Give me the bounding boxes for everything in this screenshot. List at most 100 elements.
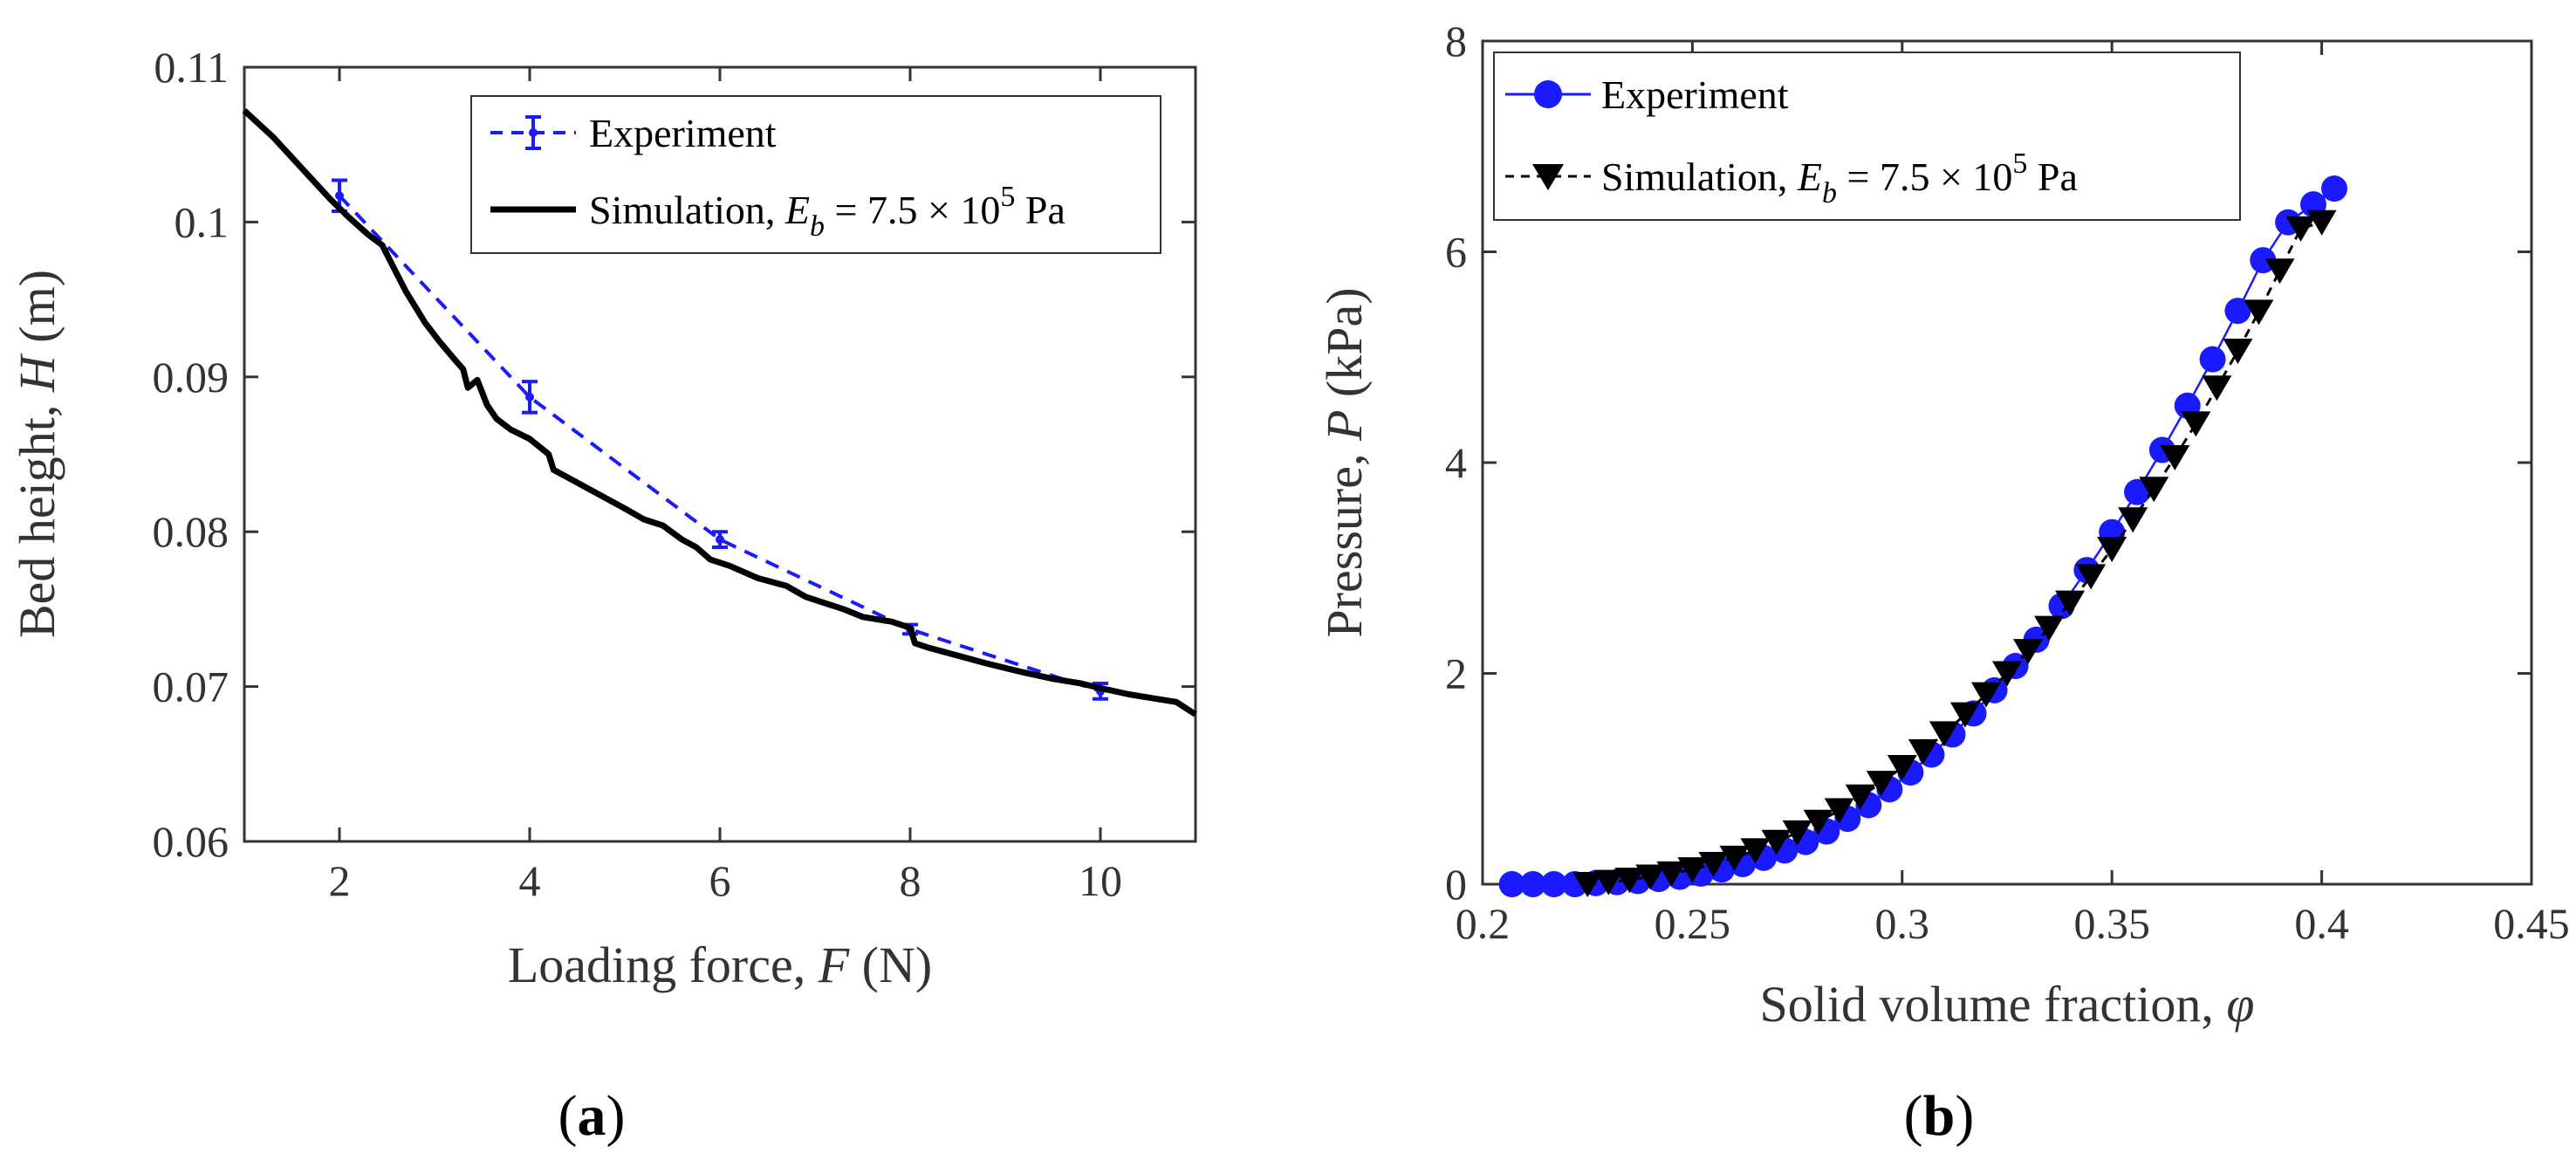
data-point-simulation xyxy=(2139,477,2169,503)
data-point-simulation xyxy=(2181,411,2211,437)
x-axis-label-prefix: Solid volume fraction, xyxy=(1760,976,2227,1033)
legend-a-sim-sub: b xyxy=(810,210,825,243)
data-point-simulation xyxy=(2118,507,2148,533)
data-point-simulation xyxy=(1761,829,1792,855)
tick-marks-a xyxy=(244,65,1196,843)
series-a xyxy=(242,108,1197,717)
x-axis-label-a: Loading force, F (N) xyxy=(508,937,932,993)
y-axis-label-suffix: (m) xyxy=(9,270,65,355)
data-point-experiment xyxy=(716,535,724,545)
legend-b-sim-prefix: Simulation, xyxy=(1601,154,1798,199)
x-axis-label-var: φ xyxy=(2226,976,2254,1033)
data-point-simulation xyxy=(2244,299,2274,326)
series-line-simulation xyxy=(242,108,1197,717)
panel-label-a: (a) xyxy=(558,1084,626,1148)
data-point-simulation xyxy=(2076,564,2107,590)
legend-a-sim-mid: = 7.5 × 10 xyxy=(825,188,1000,232)
x-tick-label: 6 xyxy=(709,856,731,905)
x-tick-labels-a: 2 4 6 8 10 xyxy=(329,856,1123,905)
y-tick-label: 0.08 xyxy=(153,507,230,556)
y-axis-label-var: P xyxy=(1316,410,1373,442)
series-b xyxy=(1498,175,2348,897)
data-point-simulation xyxy=(1677,857,1708,883)
legend-b-simulation-label: Simulation, Eb = 7.5 × 105 Pa xyxy=(1601,148,2078,209)
data-point-simulation xyxy=(1970,682,2001,708)
series-line-simulation xyxy=(1587,221,2323,886)
data-point-experiment xyxy=(335,191,344,201)
y-axis-label-prefix: Bed height, xyxy=(9,392,65,638)
x-tick-labels-b: 0.2 0.25 0.3 0.35 0.4 0.45 xyxy=(1456,899,2570,948)
data-point-simulation xyxy=(1845,784,1875,810)
series-line-experiment xyxy=(338,194,1101,693)
legend-box-b xyxy=(1493,51,2241,221)
y-tick-label: 2 xyxy=(1445,649,1467,698)
legend-b-simulation-swatch xyxy=(1505,164,1591,190)
data-point-experiment xyxy=(2224,298,2251,325)
y-tick-labels-a: 0.06 0.07 0.08 0.09 0.1 0.11 xyxy=(153,43,230,866)
data-point-simulation xyxy=(2223,339,2253,365)
data-point-simulation xyxy=(1593,869,1624,896)
data-point-simulation xyxy=(1698,852,1729,878)
data-point-experiment xyxy=(1498,871,1525,897)
series-line-experiment xyxy=(1511,188,2335,886)
data-point-simulation xyxy=(1992,661,2022,687)
x-tick-label: 8 xyxy=(900,856,921,905)
y-tick-labels-b: 0 2 4 6 8 xyxy=(1445,17,1467,909)
x-tick-label: 2 xyxy=(329,856,351,905)
x-tick-label: 0.4 xyxy=(2294,899,2349,948)
panel-label-b: (b) xyxy=(1904,1084,1975,1148)
data-point-simulation xyxy=(2034,615,2065,642)
y-axis-label-prefix: Pressure, xyxy=(1316,441,1373,638)
x-tick-label: 0.35 xyxy=(2073,899,2150,948)
data-point-simulation xyxy=(1572,872,1603,897)
data-point-simulation xyxy=(2160,444,2190,470)
data-point-simulation xyxy=(2055,590,2086,616)
x-tick-label: 0.2 xyxy=(1456,899,1511,948)
data-point-experiment xyxy=(525,392,534,402)
y-axis-label-a: Bed height, H (m) xyxy=(9,270,65,638)
x-axis-label-b: Solid volume fraction, φ xyxy=(1760,976,2255,1033)
legend-box-a xyxy=(470,95,1161,254)
data-point-simulation xyxy=(1635,864,1666,890)
legend-a-sim-prefix: Simulation, xyxy=(589,188,785,232)
data-point-simulation xyxy=(1949,702,1980,728)
x-axis-label-prefix: Loading force, xyxy=(508,937,819,993)
data-point-simulation xyxy=(1866,771,1896,797)
data-point-simulation xyxy=(2306,209,2337,236)
y-tick-label: 0.1 xyxy=(175,197,230,246)
data-point-simulation xyxy=(1929,721,1959,747)
data-point-simulation xyxy=(1782,820,1812,846)
legend-a-experiment-label: Experiment xyxy=(589,111,777,155)
y-tick-label: 8 xyxy=(1445,17,1467,65)
data-point-simulation xyxy=(2202,375,2232,402)
data-point-experiment xyxy=(2124,478,2151,505)
y-axis-label-b: Pressure, P (kPa) xyxy=(1316,287,1373,637)
data-point-simulation xyxy=(1887,754,1917,780)
data-point-experiment xyxy=(2199,346,2226,373)
legend-a-simulation-label: Simulation, Eb = 7.5 × 105 Pa xyxy=(589,181,1065,243)
data-point-simulation xyxy=(2264,258,2295,285)
legend-b-experiment-label: Experiment xyxy=(1601,72,1789,117)
y-tick-label: 0.06 xyxy=(153,817,230,866)
x-axis-label-suffix: (N) xyxy=(849,937,932,993)
data-point-experiment xyxy=(2250,247,2277,274)
data-point-simulation xyxy=(1656,861,1687,887)
legend-a-sim-sup: 5 xyxy=(1000,181,1015,213)
x-tick-label: 4 xyxy=(519,856,541,905)
data-point-simulation xyxy=(2285,216,2316,242)
y-tick-label: 6 xyxy=(1445,228,1467,277)
legend-a-sim-suffix: Pa xyxy=(1015,188,1065,232)
data-point-simulation xyxy=(1803,809,1833,835)
tick-marks-b xyxy=(1481,39,2533,886)
data-point-simulation xyxy=(2097,537,2127,563)
panel-letter-a: a xyxy=(578,1084,606,1148)
x-axis-label-var: F xyxy=(818,937,850,993)
y-tick-label: 0.09 xyxy=(153,353,230,402)
legend-b-sim-mid: = 7.5 × 10 xyxy=(1837,154,2012,199)
legend-b: Experiment Simulation, Eb = 7.5 × 105 Pa xyxy=(1493,51,2241,221)
y-axis-label-suffix: (kPa) xyxy=(1316,287,1373,409)
y-tick-label: 4 xyxy=(1445,438,1467,487)
chart-b: 0.2 0.25 0.3 0.35 0.4 0.45 0 2 4 6 8 Solid volume… xyxy=(1316,17,2570,1148)
x-tick-label: 10 xyxy=(1079,856,1122,905)
